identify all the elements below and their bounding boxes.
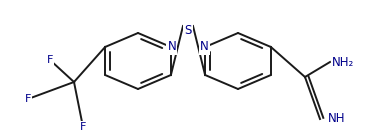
Text: S: S xyxy=(184,24,192,36)
Text: F: F xyxy=(47,55,53,65)
Text: NH₂: NH₂ xyxy=(332,55,354,68)
Text: F: F xyxy=(80,122,86,132)
Text: F: F xyxy=(25,94,31,104)
Text: NH: NH xyxy=(328,112,346,125)
Text: N: N xyxy=(200,41,208,54)
Text: N: N xyxy=(168,41,176,54)
